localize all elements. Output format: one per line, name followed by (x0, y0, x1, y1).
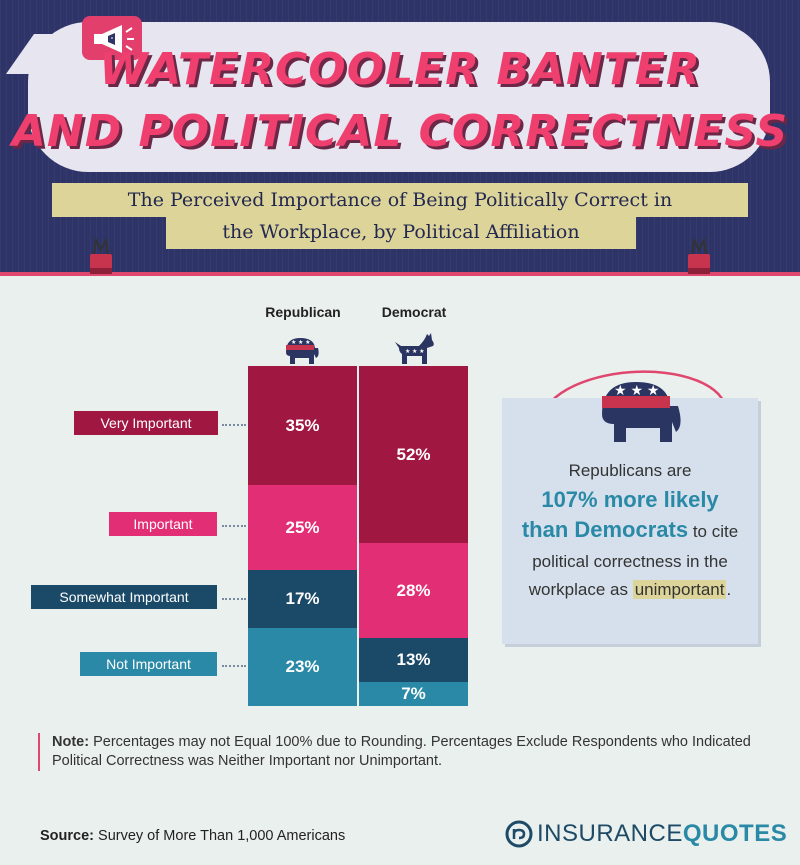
megaphone-badge (82, 16, 142, 60)
svg-text:★ ★ ★: ★ ★ ★ (405, 348, 424, 355)
svg-text:★ ★ ★: ★ ★ ★ (614, 382, 659, 398)
callout-line-5-post: . (726, 580, 732, 599)
bar-value-label: 23% (285, 657, 320, 676)
binder-clip-icon (90, 238, 112, 274)
bar-segment-republican-somewhat-important: 17% (248, 570, 357, 628)
bar-segment-republican-important: 25% (248, 485, 357, 570)
callout-line-3-rest: to cite (688, 522, 739, 541)
bar-value-label: 25% (285, 517, 320, 537)
elephant-icon: ★ ★ ★ (602, 382, 681, 442)
legend-label-somewhat-important: Somewhat Important (31, 585, 217, 609)
callout-line-3: than Democrats to cite (502, 517, 758, 543)
callout-line-5-pre: workplace as (528, 580, 633, 599)
bar-segment-democrat-very-important: 52% (359, 366, 468, 543)
donkey-icon: ★ ★ ★ (395, 333, 434, 364)
footer: Source: Survey of More Than 1,000 Americ… (0, 810, 800, 865)
brand-name-light: INSURANCE (537, 820, 683, 847)
bar-value-label: 52% (396, 444, 431, 464)
callout-highlight: unimportant (632, 580, 727, 599)
bar-segment-democrat-important: 28% (359, 543, 468, 638)
legend-label-not-important: Not Important (80, 652, 217, 676)
bar-value-label: 17% (285, 589, 320, 608)
subtitle-line-1: The Perceived Importance of Being Politi… (52, 183, 748, 217)
subtitle-line-2: the Workplace, by Political Affiliation (166, 215, 636, 249)
callout-line-1: Republicans are (568, 461, 692, 480)
legend-label-very-important: Very Important (74, 411, 218, 435)
bar-value-label: 7% (401, 684, 426, 703)
megaphone-icon (94, 25, 134, 53)
brand-logo: INSURANCE QUOTES (505, 820, 787, 848)
source-line: Source: Survey of More Than 1,000 Americ… (40, 828, 345, 844)
leader-line (222, 424, 246, 426)
page-title-line-1: WATERCOOLER BANTER (99, 44, 701, 95)
callout-line-5: workplace as unimportant. (502, 580, 758, 600)
elephant-icon: ★ ★ ★ (286, 338, 319, 364)
callout-line-4: political correctness in the (532, 552, 728, 571)
bar-value-label: 35% (285, 415, 320, 435)
leader-line (222, 598, 246, 600)
insurancequotes-logo-icon (505, 820, 533, 848)
page-title-line-2: AND POLITICAL CORRECTNESS (11, 106, 789, 157)
binder-clip-icon (688, 238, 710, 274)
source-text: Survey of More Than 1,000 Americans (94, 828, 346, 844)
source-label: Source: (40, 828, 94, 844)
callout-stat: 107% more likely (541, 487, 719, 512)
column-header-republican: Republican (265, 304, 341, 320)
callout-comparison: than Democrats (521, 517, 689, 542)
leader-line (222, 525, 246, 527)
legend-label-important: Important (109, 512, 217, 536)
footnote: Note: Percentages may not Equal 100% due… (38, 733, 768, 771)
brand-name-bold: QUOTES (682, 820, 788, 847)
leader-line (222, 665, 246, 667)
bar-segment-democrat-somewhat-important: 13% (359, 638, 468, 682)
title-speech-bubble (28, 22, 770, 172)
bar-segment-republican-not-important: 23% (248, 628, 357, 706)
svg-text:★ ★ ★: ★ ★ ★ (291, 339, 310, 346)
callout-box (502, 398, 758, 644)
bar-segment-republican-very-important: 35% (248, 366, 357, 485)
bar-value-label: 13% (396, 650, 431, 669)
bar-value-label: 28% (396, 580, 431, 600)
column-header-democrat: Democrat (381, 304, 447, 320)
note-text: Percentages may not Equal 100% due to Ro… (52, 734, 751, 769)
note-label: Note: (52, 734, 90, 750)
bar-segment-democrat-not-important: 7% (359, 682, 468, 706)
